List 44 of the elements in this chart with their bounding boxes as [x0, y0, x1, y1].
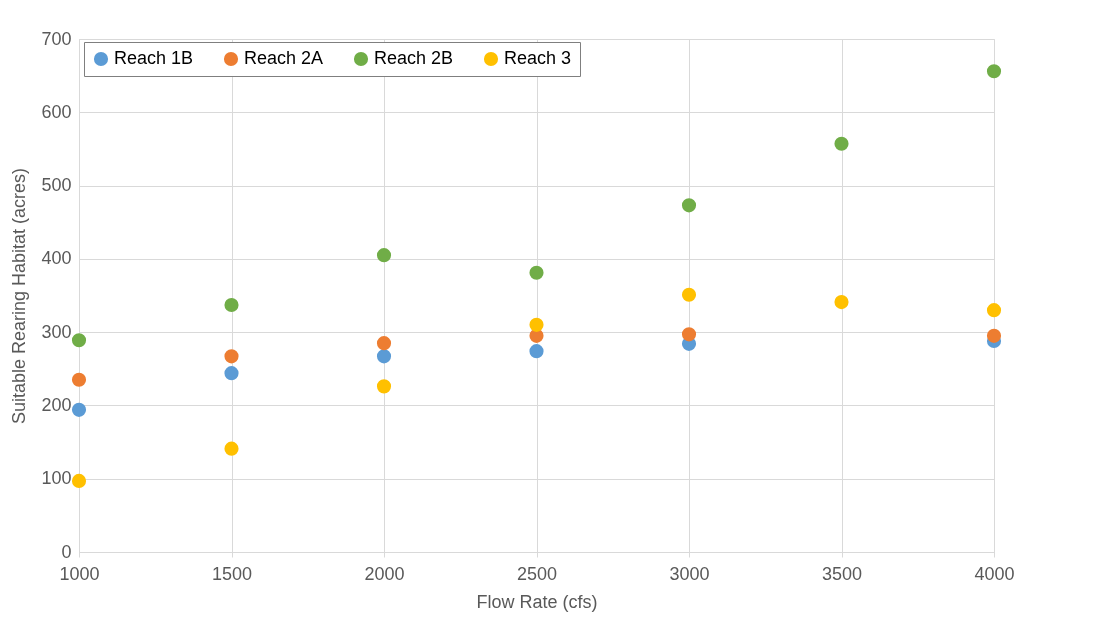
- point: [986, 328, 1002, 343]
- legend-label: Reach 2B: [374, 48, 454, 68]
- point: [224, 366, 239, 381]
- x-tick-label: 2500: [516, 563, 558, 584]
- point: [224, 441, 239, 456]
- y-axis-title: Suitable Rearing Habitat (acres): [9, 167, 30, 425]
- point: [376, 248, 392, 263]
- point: [681, 287, 697, 302]
- point: [681, 198, 697, 213]
- point: [529, 265, 544, 280]
- point: [71, 402, 87, 417]
- point: [834, 295, 849, 310]
- point: [224, 349, 239, 364]
- point: [71, 372, 87, 387]
- x-tick-label: 1500: [211, 563, 253, 584]
- y-tick-label: 700: [41, 28, 72, 49]
- point: [681, 327, 697, 342]
- point: [986, 303, 1002, 318]
- point: [71, 333, 87, 348]
- y-tick-label: 500: [41, 175, 72, 196]
- y-tick-label: 100: [41, 468, 72, 489]
- x-tick-label: 3500: [821, 563, 863, 584]
- y-tick-label: 200: [41, 394, 72, 415]
- point: [529, 317, 544, 332]
- x-axis-title: Flow Rate (cfs): [476, 591, 598, 612]
- legend-label: Reach 1B: [114, 48, 194, 68]
- x-tick-label: 2000: [364, 563, 405, 584]
- y-tick-label: 400: [41, 248, 72, 269]
- x-tick-label: 1000: [59, 563, 100, 584]
- y-tick-label: 0: [61, 541, 72, 562]
- x-tick-label: 3000: [669, 563, 710, 584]
- y-tick-label: 600: [41, 101, 72, 122]
- point: [224, 297, 239, 313]
- y-tick-label: 300: [41, 321, 72, 342]
- point: [529, 344, 544, 359]
- point: [986, 64, 1002, 79]
- point: [834, 136, 849, 151]
- legend-label: Reach 3: [504, 48, 572, 68]
- legend-label: Reach 2A: [244, 48, 324, 68]
- point: [376, 379, 392, 394]
- x-tick-label: 4000: [974, 563, 1015, 584]
- point: [376, 349, 392, 364]
- point: [376, 336, 392, 351]
- point: [71, 473, 87, 488]
